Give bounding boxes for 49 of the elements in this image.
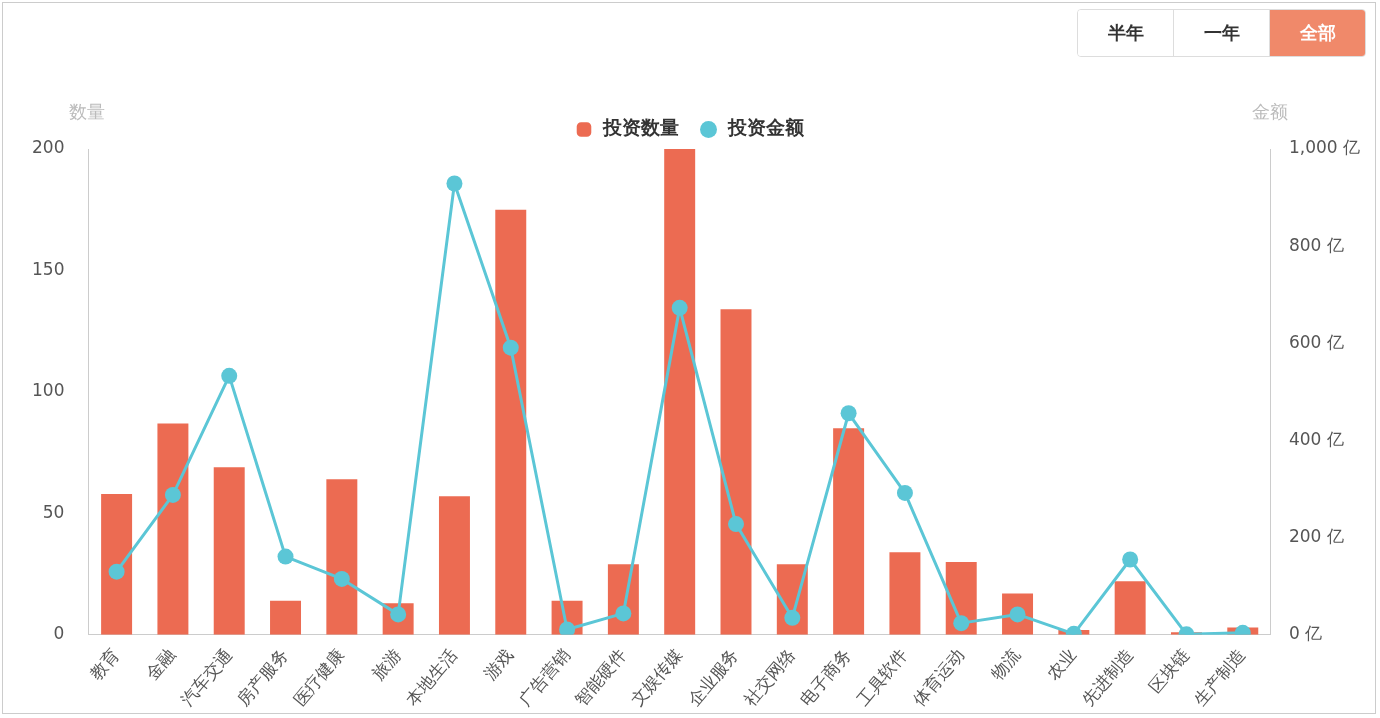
point — [559, 621, 576, 635]
point — [164, 486, 181, 503]
bar — [438, 496, 470, 635]
point — [277, 548, 294, 565]
point — [896, 484, 913, 501]
y2-axis-title: 金额 — [1251, 100, 1288, 122]
bar — [833, 428, 865, 635]
legend-label: 投资金额 — [726, 116, 805, 139]
bar — [213, 467, 245, 635]
point — [728, 516, 744, 533]
x-tick-label: 区块链 — [1144, 644, 1193, 697]
x-tick-label: 物流 — [986, 644, 1024, 684]
point — [953, 615, 970, 632]
point — [108, 563, 125, 580]
y-tick-label: 100 — [31, 380, 65, 401]
bar — [664, 149, 696, 635]
y2-tick-label: 0 亿 — [1288, 623, 1323, 644]
point — [840, 405, 857, 422]
y-tick-label: 200 — [31, 137, 65, 158]
point — [333, 570, 350, 587]
bar — [1114, 581, 1146, 635]
bar — [326, 479, 358, 635]
point — [671, 299, 688, 316]
y2-tick-label: 400 亿 — [1288, 428, 1344, 449]
point — [1122, 551, 1139, 568]
y-tick-label: 0 — [53, 623, 65, 644]
y2-tick-label: 200 亿 — [1288, 526, 1344, 547]
legend-label: 投资数量 — [602, 116, 679, 139]
y-axis-title: 数量 — [69, 100, 106, 122]
bar — [495, 209, 527, 635]
y-tick-label: 50 — [42, 501, 65, 522]
bar — [101, 493, 133, 635]
x-tick-label: 生产制造 — [1190, 644, 1250, 710]
x-tick-label: 教育 — [85, 644, 124, 684]
y2-tick-label: 1,000 亿 — [1288, 137, 1361, 158]
point — [446, 175, 463, 192]
y-tick-label: 150 — [31, 258, 65, 279]
bar — [157, 423, 189, 635]
y2-tick-label: 800 亿 — [1288, 234, 1344, 255]
x-tick-label: 医疗健康 — [289, 644, 349, 710]
bar — [889, 552, 921, 635]
point — [784, 609, 801, 626]
time-range-toggle: 半年 一年 全部 — [1077, 9, 1366, 57]
bar — [270, 600, 302, 635]
y2-tick-label: 600 亿 — [1288, 331, 1344, 352]
point — [502, 339, 519, 356]
point — [221, 367, 238, 384]
point — [615, 605, 632, 622]
bar — [720, 309, 752, 635]
